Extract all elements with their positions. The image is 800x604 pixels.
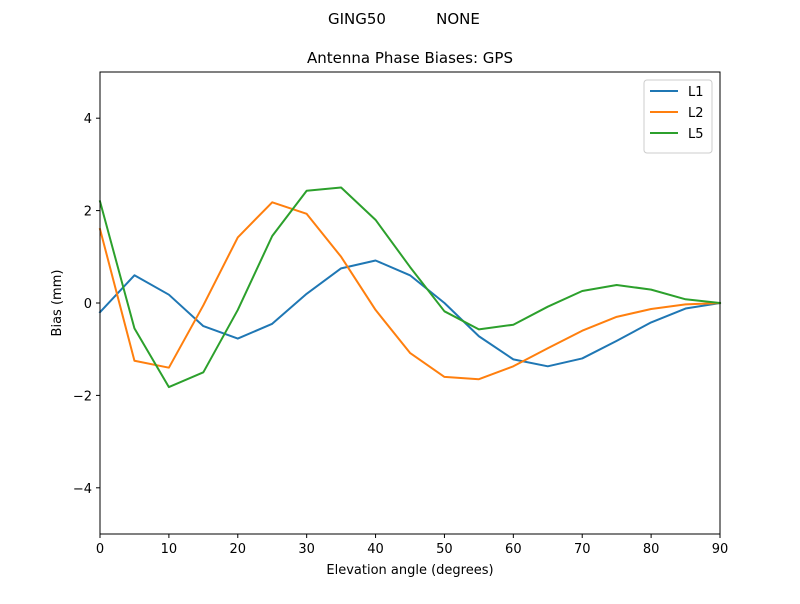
x-tick-label: 40 — [367, 542, 384, 557]
legend-label-l2: L2 — [688, 106, 704, 121]
x-tick-label: 90 — [712, 542, 729, 557]
x-tick-label: 60 — [505, 542, 522, 557]
x-tick-label: 80 — [643, 542, 660, 557]
y-tick-label: 2 — [84, 205, 92, 220]
x-tick-label: 10 — [161, 542, 178, 557]
legend-label-l1: L1 — [688, 85, 704, 100]
series-line-l2 — [100, 202, 720, 379]
y-tick-label: 0 — [84, 297, 92, 312]
series-line-l5 — [100, 188, 720, 388]
x-axis-label: Elevation angle (degrees) — [326, 563, 493, 578]
suptitle-right: NONE — [436, 10, 480, 28]
x-tick-label: 30 — [298, 542, 315, 557]
x-tick-label: 20 — [230, 542, 247, 557]
x-tick-label: 70 — [574, 542, 591, 557]
chart-title: Antenna Phase Biases: GPS — [307, 49, 513, 67]
y-tick-label: 4 — [84, 112, 92, 127]
x-tick-label: 50 — [436, 542, 453, 557]
series-line-l1 — [100, 260, 720, 366]
suptitle-left: GING50 — [328, 10, 386, 28]
legend-label-l5: L5 — [688, 127, 704, 142]
plot-frame — [100, 72, 720, 534]
y-tick-label: −4 — [73, 482, 92, 497]
x-tick-label: 0 — [96, 542, 104, 557]
y-axis-label: Bias (mm) — [50, 270, 65, 337]
y-tick-label: −2 — [73, 389, 92, 404]
legend: L1 L2 L5 — [644, 80, 712, 153]
